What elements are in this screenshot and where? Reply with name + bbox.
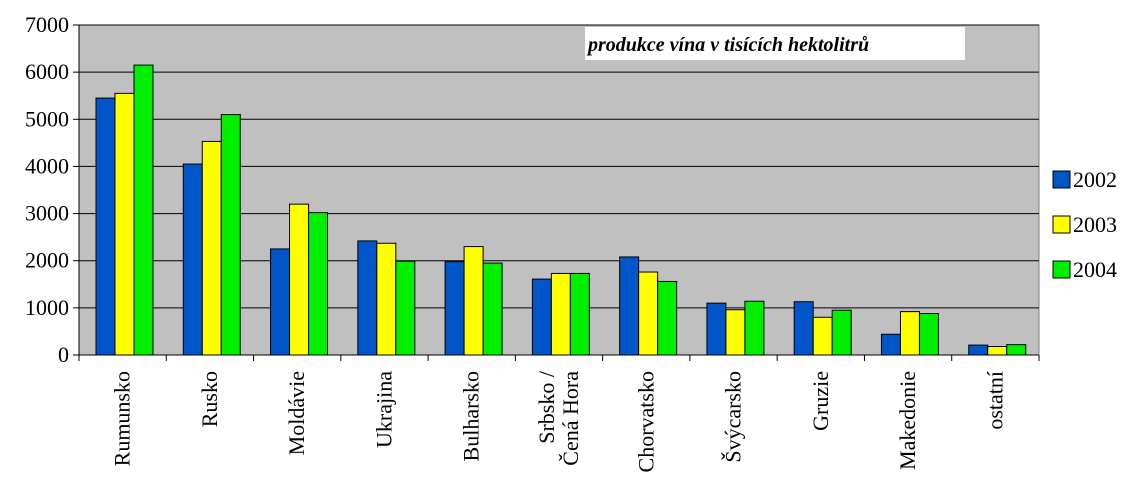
- bar-2004: [220, 114, 241, 356]
- legend-label: 2002: [1073, 167, 1117, 192]
- y-tick-label: 0: [58, 342, 69, 367]
- bar-2002: [182, 163, 203, 356]
- x-category-label: Bulharsko: [459, 371, 484, 461]
- bar-2002: [706, 302, 727, 356]
- bar-2004: [569, 272, 590, 356]
- bar-2003: [376, 242, 397, 356]
- bar-2004: [133, 64, 154, 356]
- x-category-label: ostatní: [982, 371, 1007, 430]
- legend-swatch: [1052, 260, 1071, 279]
- x-category-label: Ukrajina: [371, 371, 396, 448]
- x-category-label: Moldávie: [284, 371, 309, 455]
- x-tick-labels: Rumunsko Rusko Moldávie Ukrajina Bulharsko Sr…: [110, 370, 1008, 472]
- x-category-label: Gruzie: [808, 371, 833, 431]
- bar-2004: [918, 313, 939, 356]
- x-category-label: Makedonie: [895, 371, 920, 470]
- bar-2003: [638, 271, 659, 356]
- bar-2003: [987, 346, 1008, 356]
- x-category-label: Chorvatsko: [633, 371, 658, 472]
- bar-2002: [444, 261, 465, 356]
- legend-label: 2003: [1073, 212, 1117, 237]
- legend-swatch: [1052, 170, 1071, 189]
- bar-2004: [308, 212, 329, 356]
- legend-label: 2004: [1073, 257, 1117, 282]
- bar-2004: [744, 300, 765, 356]
- y-tick-label: 3000: [25, 201, 69, 226]
- chart-title: produkce vína v tisících hektolitrů: [586, 34, 869, 56]
- bars: [95, 64, 1027, 356]
- y-tick-label: 1000: [25, 295, 69, 320]
- x-category-label: Rumunsko: [110, 371, 135, 466]
- bar-2004: [1006, 344, 1027, 356]
- y-tick-label: 7000: [25, 12, 69, 37]
- y-tick-label: 2000: [25, 248, 69, 273]
- bar-2004: [831, 309, 852, 356]
- y-tick-label: 4000: [25, 153, 69, 178]
- bar-2002: [270, 248, 291, 356]
- x-category-label: Rusko: [197, 371, 222, 427]
- y-tick-label: 6000: [25, 59, 69, 84]
- y-tick-labels: 0 1000 2000 3000 4000 5000 6000 7000: [25, 12, 69, 367]
- bar-2002: [357, 240, 378, 356]
- bar-2003: [463, 246, 484, 356]
- x-category-label: Švýcarsko: [721, 371, 746, 463]
- bar-2002: [968, 344, 989, 356]
- chart-title-box: produkce vína v tisících hektolitrů: [585, 27, 965, 60]
- bar-2002: [793, 301, 814, 356]
- chart-title-background: [585, 27, 965, 60]
- bar-2002: [531, 278, 552, 356]
- axes: [73, 24, 1040, 361]
- bar-2003: [812, 316, 833, 356]
- x-category-label: Srbsko /: [534, 370, 559, 444]
- bar-2002: [619, 256, 640, 356]
- bar-2002: [95, 97, 116, 356]
- bar-2004: [657, 280, 678, 356]
- bar-2003: [550, 272, 571, 356]
- bar-2003: [899, 311, 920, 356]
- bar-2002: [880, 333, 901, 356]
- bar-2004: [395, 260, 416, 356]
- bar-2003: [114, 92, 135, 356]
- bar-2004: [482, 262, 503, 356]
- legend: 2002 2003 2004: [1052, 167, 1117, 282]
- bar-2003: [725, 309, 746, 356]
- legend-swatch: [1052, 215, 1071, 234]
- y-tick-label: 5000: [25, 106, 69, 131]
- bar-2003: [289, 203, 310, 356]
- bar-2003: [201, 140, 222, 356]
- x-category-label: Čená Hora: [558, 371, 583, 466]
